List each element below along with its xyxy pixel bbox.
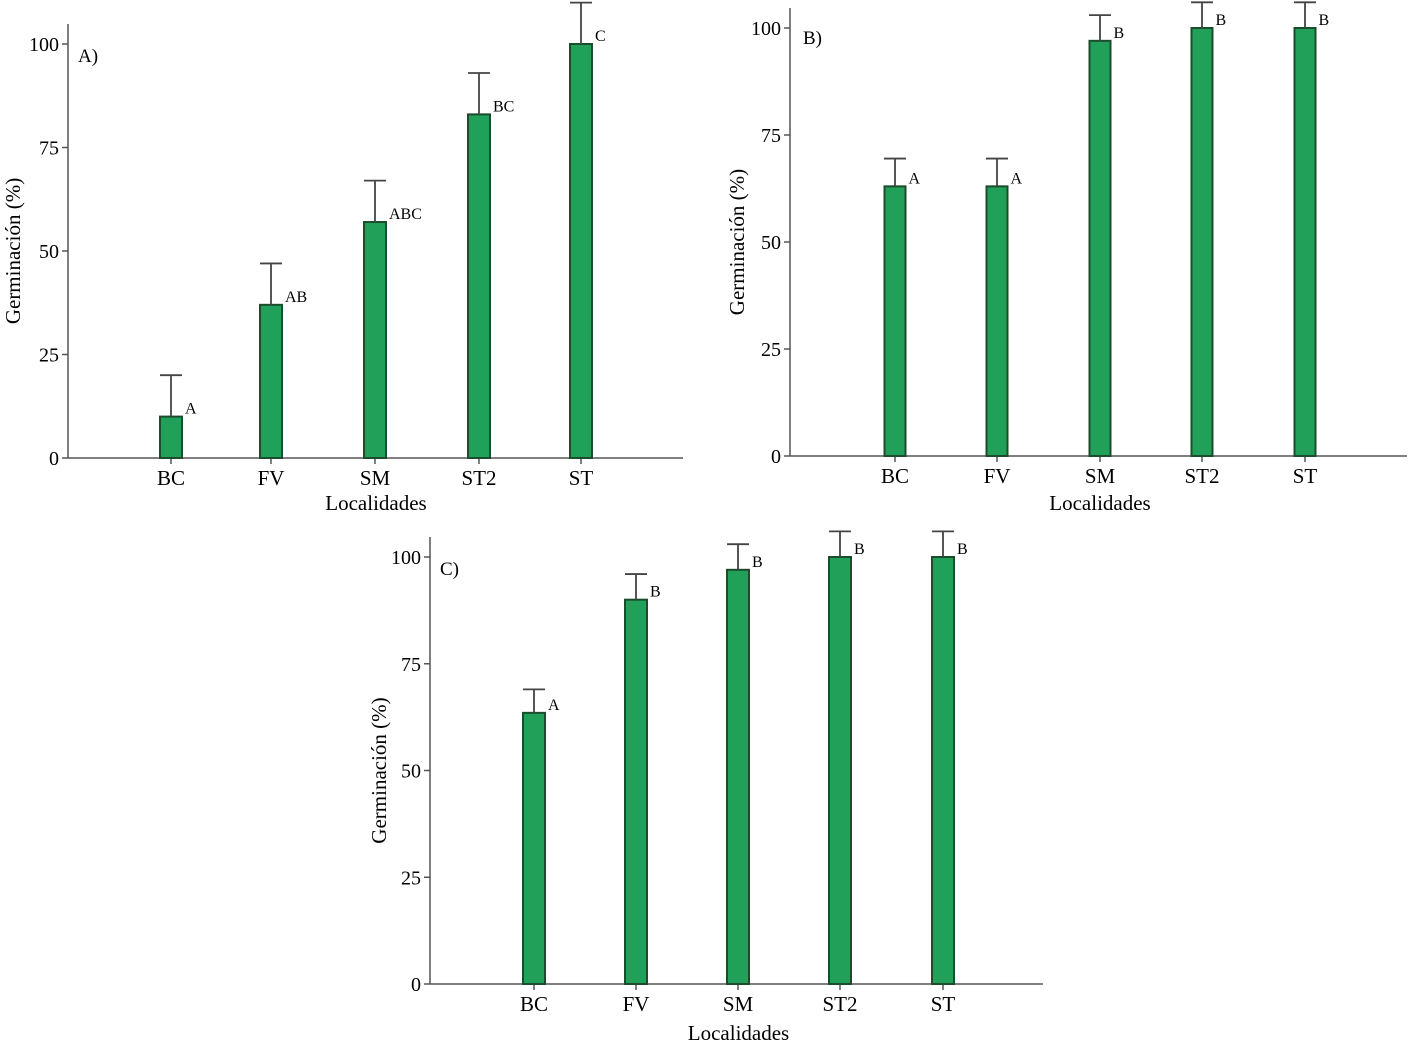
bar-sm: [363, 221, 387, 459]
x-tick-label: BC: [520, 992, 548, 1016]
x-tick-label: FV: [258, 466, 285, 490]
significance-label: A: [185, 401, 197, 418]
significance-label: B: [957, 541, 968, 558]
significance-label: A: [909, 170, 921, 187]
y-tick-label: 75: [39, 138, 59, 160]
y-tick-label: 0: [411, 974, 421, 996]
bar-fv: [259, 303, 283, 459]
y-tick-label: 75: [761, 125, 781, 147]
significance-label: B: [752, 554, 763, 571]
bar-sm: [726, 568, 750, 985]
bar-st2: [467, 113, 491, 459]
significance-label: C: [595, 28, 606, 45]
y-axis-title: Germinación (%): [1, 178, 25, 324]
y-tick-label: 100: [751, 18, 781, 40]
bar-st: [931, 556, 955, 985]
y-tick-label: 100: [29, 34, 59, 56]
y-tick-label: 25: [761, 339, 781, 361]
x-tick-label: SM: [360, 466, 391, 490]
bar-sm: [1088, 39, 1112, 458]
x-tick-label: BC: [881, 464, 909, 488]
x-tick-label: ST2: [822, 992, 857, 1016]
y-tick-label: 50: [761, 232, 781, 254]
chart-panel-3: 0 25 50 75 100 Germinación (%) Localidades C) A B…: [367, 530, 1043, 1043]
x-tick-label: ST2: [461, 466, 496, 490]
y-tick-label: 25: [401, 867, 421, 889]
y-tick-label: 0: [771, 446, 781, 468]
panel-label: C): [440, 559, 459, 580]
y-tick-label: 50: [39, 241, 59, 263]
x-tick-label: SM: [723, 992, 754, 1016]
x-tick-label: SM: [1085, 464, 1116, 488]
bar-bc: [159, 415, 183, 460]
significance-label: ABC: [389, 206, 422, 223]
x-tick-label: BC: [157, 466, 185, 490]
x-tick-label: ST2: [1184, 464, 1219, 488]
significance-label: B: [1114, 25, 1125, 42]
significance-label: AB: [285, 289, 307, 306]
bar-st2: [828, 556, 852, 985]
x-axis-title: Localidades: [688, 1021, 789, 1043]
bar-bc: [522, 711, 546, 985]
x-tick-label: FV: [623, 992, 650, 1016]
x-tick-label: ST: [569, 466, 594, 490]
significance-label: BC: [493, 98, 514, 115]
y-axis-title: Germinación (%): [367, 697, 391, 843]
significance-label: A: [548, 697, 560, 714]
panel-label: A): [78, 46, 98, 67]
x-axis-title: Localidades: [1049, 491, 1150, 515]
y-tick-label: 0: [49, 448, 59, 470]
y-tick-label: 25: [39, 345, 59, 367]
y-tick-label: 100: [391, 547, 421, 569]
bar-fv: [985, 185, 1009, 458]
x-axis-title: Localidades: [325, 491, 426, 515]
y-tick-label: 50: [401, 761, 421, 783]
panel-label: B): [803, 28, 822, 49]
bar-st2: [1190, 27, 1214, 457]
significance-label: B: [1319, 12, 1330, 29]
bar-st: [1293, 27, 1317, 457]
significance-label: B: [854, 541, 865, 558]
significance-label: B: [650, 584, 661, 601]
significance-label: A: [1011, 170, 1023, 187]
significance-label: B: [1216, 12, 1227, 29]
x-tick-label: ST: [1293, 464, 1318, 488]
x-tick-label: FV: [984, 464, 1011, 488]
bar-st: [569, 43, 593, 459]
y-axis-title: Germinación (%): [725, 169, 749, 315]
bar-fv: [624, 598, 648, 985]
y-tick-label: 75: [401, 654, 421, 676]
chart-panel-2: 0 25 50 75 100 Germinación (%) Localidades B) A B…: [725, 1, 1407, 515]
x-tick-label: ST: [931, 992, 956, 1016]
bar-bc: [883, 185, 907, 458]
